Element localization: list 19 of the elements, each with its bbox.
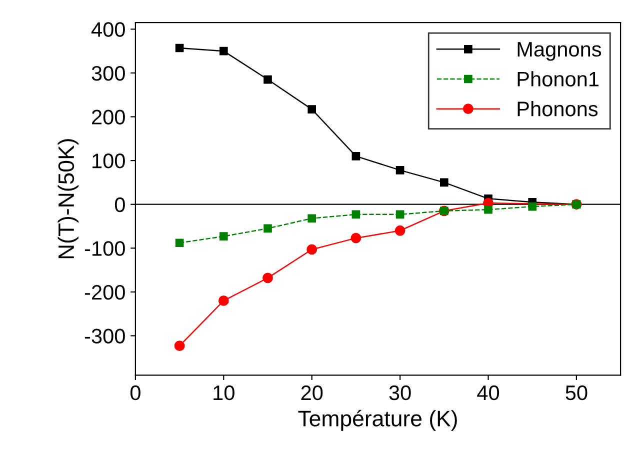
x-axis-title: Température (K) — [298, 410, 457, 431]
x-tick-label: 20 — [301, 385, 323, 400]
y-axis-title: N(T)-N(50K) — [58, 139, 78, 258]
y-tick-label: 200 — [92, 110, 125, 125]
y-tick-label: -300 — [84, 328, 125, 344]
y-tick-label: 0 — [114, 197, 125, 212]
legend-label: Magnons — [518, 42, 602, 61]
y-tick-label: -200 — [84, 284, 125, 300]
x-tick-label: 30 — [389, 385, 411, 400]
x-tick-label: 40 — [477, 385, 500, 400]
y-tick-label: 300 — [92, 66, 125, 81]
x-tick-label: 50 — [566, 385, 588, 400]
y-tick-label: 400 — [91, 22, 125, 37]
legend-label: Phonon1 — [518, 71, 598, 86]
x-tick-label: 0 — [130, 385, 140, 400]
y-tick-label: -100 — [84, 241, 125, 256]
x-tick-label: 10 — [214, 385, 234, 400]
legend-label: Phonons — [518, 101, 598, 116]
y-tick-label: 100 — [92, 154, 125, 168]
